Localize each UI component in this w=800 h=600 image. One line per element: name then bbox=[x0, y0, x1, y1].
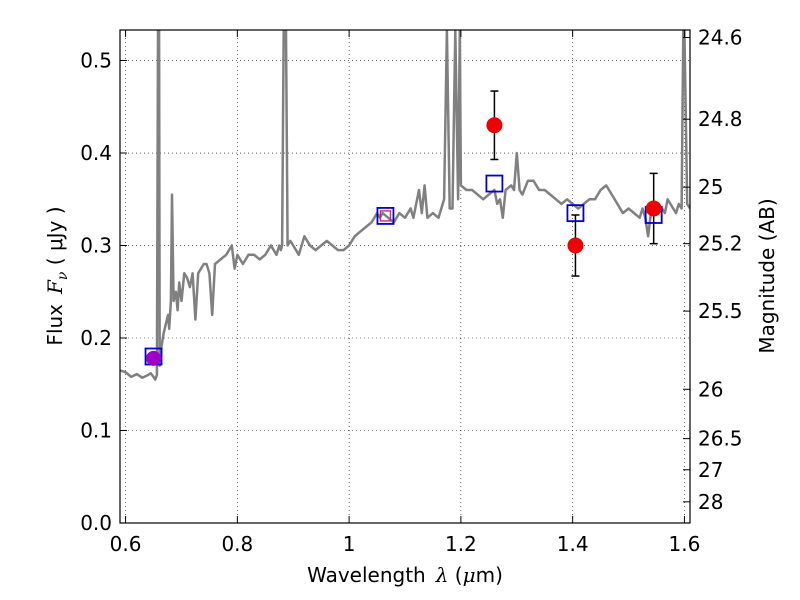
observed-point bbox=[645, 200, 662, 217]
y-tick-label: 0.4 bbox=[80, 141, 112, 165]
observed-point bbox=[567, 237, 584, 254]
x-axis-title: Wavelength λ (μm) bbox=[307, 563, 503, 587]
x-tick-label: 1.6 bbox=[669, 532, 701, 556]
x-tick-label: 1 bbox=[343, 532, 356, 556]
plot-frame bbox=[119, 29, 691, 524]
x-tick-label: 0.6 bbox=[110, 532, 142, 556]
x-tick-label: 1.2 bbox=[445, 532, 477, 556]
x-axis-title-symbol: λ bbox=[435, 563, 449, 587]
model-band-square bbox=[485, 174, 504, 193]
small-square bbox=[379, 210, 392, 222]
y-axis-right-title: Magnitude (AB) bbox=[755, 198, 779, 353]
magnitude-tick-label: 28 bbox=[698, 490, 723, 514]
x-axis-title-unit-rest: m) bbox=[476, 563, 503, 587]
y-axis-title-subscript: ν bbox=[55, 271, 71, 280]
x-axis-title-unit-mu: μ bbox=[463, 563, 476, 587]
model-spectrum bbox=[120, 30, 690, 381]
x-tick-label: 0.8 bbox=[221, 532, 253, 556]
magnitude-tick-label: 26 bbox=[698, 377, 723, 401]
magnitude-tick-label: 27 bbox=[698, 458, 723, 482]
model-band-square bbox=[566, 204, 585, 223]
spectrum-line bbox=[120, 30, 690, 381]
y-axis-title-symbol: F bbox=[43, 279, 67, 295]
observed-point bbox=[486, 117, 503, 134]
x-axis-title-prefix: Wavelength bbox=[307, 563, 426, 587]
magnitude-tick-label: 25 bbox=[698, 175, 723, 199]
y-axis-title-prefix: Flux bbox=[43, 304, 67, 346]
x-ticks: 0.6 0.8 1 1.2 1.4 1.6 bbox=[110, 30, 701, 556]
magnitude-tick-label: 25.5 bbox=[698, 299, 743, 323]
y-tick-label: 0.5 bbox=[80, 49, 112, 73]
y-tick-label: 0.2 bbox=[80, 326, 112, 350]
magnitude-tick-label: 25.2 bbox=[698, 232, 743, 256]
magnitude-ticks: 24.6 24.8 25 25.2 25.5 26 26.5 27 28 bbox=[683, 26, 743, 514]
x-tick-label: 1.4 bbox=[557, 532, 589, 556]
model-band-square bbox=[376, 207, 395, 225]
y-ticks: 0.0 0.1 0.2 0.3 0.4 0.5 bbox=[80, 49, 127, 535]
observed-point-purple bbox=[146, 350, 162, 366]
magnitude-tick-label: 26.5 bbox=[698, 427, 743, 451]
magnitude-tick-label: 24.8 bbox=[698, 107, 743, 131]
y-axis-title: Flux Fν ( μJy ) bbox=[43, 206, 71, 345]
y-tick-label: 0.0 bbox=[80, 511, 112, 535]
y-axis-title-unit: ( μJy ) bbox=[43, 206, 67, 271]
markers bbox=[144, 90, 663, 366]
y-tick-label: 0.3 bbox=[80, 234, 112, 258]
magnitude-tick-label: 24.6 bbox=[698, 26, 743, 50]
y-tick-label: 0.1 bbox=[80, 419, 112, 443]
x-axis-title-unit-open: ( bbox=[448, 563, 462, 587]
